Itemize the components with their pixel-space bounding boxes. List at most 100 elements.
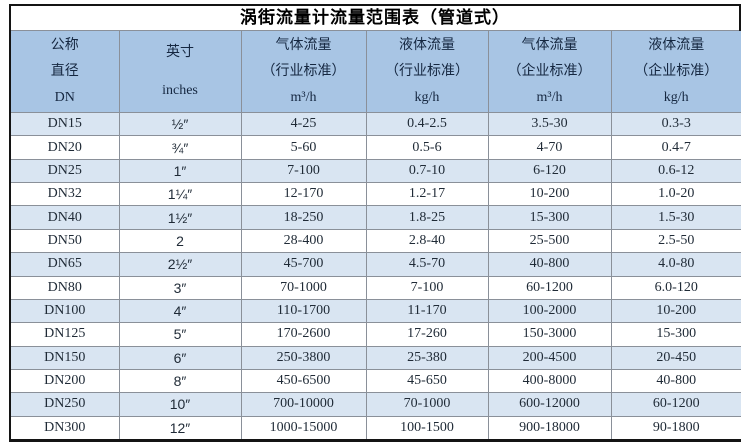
table-row: DN20 ¾″ 5-60 0.5-6 4-70 0.4-7 xyxy=(10,135,742,160)
table-row: DN25 1″ 7-100 0.7-10 6-120 0.6-12 xyxy=(10,158,742,184)
cell-liquid-enterprise: 0.3-3 xyxy=(610,111,742,137)
cell-inches: 6″ xyxy=(118,345,242,370)
cell-dn: DN50 xyxy=(10,228,120,254)
header-line: kg/h xyxy=(414,89,440,105)
cell-gas-enterprise: 100-2000 xyxy=(487,298,612,324)
cell-inches: 8″ xyxy=(118,368,242,394)
cell-inches: 1¼″ xyxy=(118,182,242,207)
cell-dn: DN65 xyxy=(10,252,120,277)
cell-gas-industry: 700-10000 xyxy=(240,392,367,417)
cell-gas-enterprise: 3.5-30 xyxy=(487,111,612,137)
header-line: （企业标准） xyxy=(634,63,719,79)
table-title: 涡街流量计流量范围表（管道式） xyxy=(11,6,739,31)
column-header-lines: 液体流量 （企业标准） kg/h xyxy=(612,32,740,112)
header-line: m³/h xyxy=(290,89,317,105)
cell-liquid-industry: 45-650 xyxy=(365,368,489,394)
header-row: 公称 直径 DN 英寸 inches 气体流量 （行业标准） m³/h 液体流量 （行业标准） kg… xyxy=(10,30,742,113)
cell-gas-industry: 110-1700 xyxy=(240,298,367,324)
cell-dn: DN25 xyxy=(10,158,120,184)
cell-liquid-enterprise: 1.5-30 xyxy=(610,205,742,230)
cell-dn: DN40 xyxy=(10,205,120,230)
cell-dn: DN15 xyxy=(10,111,120,137)
cell-dn: DN32 xyxy=(10,182,120,207)
column-header-lines: 液体流量 （行业标准） kg/h xyxy=(367,32,487,112)
cell-gas-industry: 12-170 xyxy=(240,182,367,207)
header-line: 液体流量 xyxy=(399,37,455,53)
column-header-dn: 公称 直径 DN xyxy=(10,30,120,113)
cell-liquid-industry: 7-100 xyxy=(365,275,489,300)
table-row: DN32 1¼″ 12-170 1.2-17 10-200 1.0-20 xyxy=(10,182,742,207)
header-line: 气体流量 xyxy=(521,37,578,53)
cell-gas-enterprise: 400-8000 xyxy=(487,368,612,394)
table-row: DN100 4″ 110-1700 11-170 100-2000 10-200 xyxy=(10,298,742,324)
cell-liquid-industry: 1.2-17 xyxy=(365,182,489,207)
cell-gas-industry: 250-3800 xyxy=(240,345,367,370)
cell-gas-enterprise: 900-18000 xyxy=(487,415,612,440)
column-header-gas-enterprise: 气体流量 （企业标准） m³/h xyxy=(487,30,612,113)
cell-dn: DN100 xyxy=(10,298,120,324)
cell-liquid-industry: 100-1500 xyxy=(365,415,489,440)
cell-liquid-enterprise: 10-200 xyxy=(610,298,742,324)
table-row: DN300 12″ 1000-15000 100-1500 900-18000 90-18… xyxy=(10,415,742,440)
cell-inches: 4″ xyxy=(118,298,242,324)
cell-liquid-enterprise: 0.6-12 xyxy=(610,158,742,184)
cell-gas-enterprise: 40-800 xyxy=(487,252,612,277)
cell-dn: DN20 xyxy=(10,135,120,160)
cell-gas-enterprise: 15-300 xyxy=(487,205,612,230)
cell-liquid-enterprise: 90-1800 xyxy=(610,415,742,440)
cell-inches: 3″ xyxy=(118,275,242,300)
cell-liquid-enterprise: 60-1200 xyxy=(610,392,742,417)
cell-liquid-industry: 70-1000 xyxy=(365,392,489,417)
header-line: 直径 xyxy=(50,63,79,79)
column-header-lines: 气体流量 （企业标准） m³/h xyxy=(489,32,610,112)
column-header-liquid-enterprise: 液体流量 （企业标准） kg/h xyxy=(610,30,742,113)
cell-liquid-industry: 0.4-2.5 xyxy=(365,111,489,137)
header-line: （企业标准） xyxy=(507,63,592,79)
cell-liquid-enterprise: 4.0-80 xyxy=(610,252,742,277)
cell-gas-enterprise: 60-1200 xyxy=(487,275,612,300)
cell-gas-enterprise: 6-120 xyxy=(487,158,612,184)
cell-gas-industry: 45-700 xyxy=(240,252,367,277)
table-row: DN200 8″ 450-6500 45-650 400-8000 40-800 xyxy=(10,368,742,394)
header-line: 气体流量 xyxy=(275,37,332,53)
cell-gas-enterprise: 200-4500 xyxy=(487,345,612,370)
cell-dn: DN200 xyxy=(10,368,120,394)
cell-liquid-industry: 0.5-6 xyxy=(365,135,489,160)
table-row: DN80 3″ 70-1000 7-100 60-1200 6.0-120 xyxy=(10,275,742,300)
cell-gas-industry: 5-60 xyxy=(240,135,367,160)
cell-liquid-industry: 17-260 xyxy=(365,322,489,347)
cell-dn: DN300 xyxy=(10,415,120,440)
table-header: 公称 直径 DN 英寸 inches 气体流量 （行业标准） m³/h 液体流量 （行业标准） kg… xyxy=(10,30,742,113)
cell-gas-industry: 1000-15000 xyxy=(240,415,367,440)
cell-liquid-enterprise: 15-300 xyxy=(610,322,742,347)
table-row: DN15 ½″ 4-25 0.4-2.5 3.5-30 0.3-3 xyxy=(10,111,742,137)
cell-gas-industry: 170-2600 xyxy=(240,322,367,347)
cell-gas-industry: 7-100 xyxy=(240,158,367,184)
header-line: kg/h xyxy=(663,89,689,105)
cell-dn: DN150 xyxy=(10,345,120,370)
cell-inches: 2 xyxy=(118,228,242,254)
cell-liquid-industry: 25-380 xyxy=(365,345,489,370)
column-header-lines: 气体流量 （行业标准） m³/h xyxy=(242,32,365,112)
table-row: DN250 10″ 700-10000 70-1000 600-12000 60-1200 xyxy=(10,392,742,417)
column-header-gas-industry: 气体流量 （行业标准） m³/h xyxy=(240,30,367,113)
header-line: 液体流量 xyxy=(648,37,705,53)
cell-inches: 2½″ xyxy=(118,252,242,277)
table-body: DN15 ½″ 4-25 0.4-2.5 3.5-30 0.3-3 DN20 ¾″ 5-60 0.… xyxy=(10,111,742,440)
cell-liquid-industry: 2.8-40 xyxy=(365,228,489,254)
header-line: inches xyxy=(162,82,198,98)
cell-liquid-industry: 0.7-10 xyxy=(365,158,489,184)
header-line: 公称 xyxy=(50,37,79,53)
column-header-inches: 英寸 inches xyxy=(118,30,242,113)
cell-inches: 1″ xyxy=(118,158,242,184)
cell-liquid-enterprise: 2.5-50 xyxy=(610,228,742,254)
column-header-lines: 公称 直径 DN xyxy=(12,32,118,112)
cell-inches: 12″ xyxy=(118,415,242,440)
header-line: m³/h xyxy=(536,89,563,105)
cell-gas-industry: 70-1000 xyxy=(240,275,367,300)
cell-gas-enterprise: 600-12000 xyxy=(487,392,612,417)
flow-range-table: 涡街流量计流量范围表（管道式） 公称 直径 DN 英寸 inches 气体流量 （行业标准）… xyxy=(9,4,742,442)
table-row: DN65 2½″ 45-700 4.5-70 40-800 4.0-80 xyxy=(10,252,742,277)
cell-gas-industry: 450-6500 xyxy=(240,368,367,394)
